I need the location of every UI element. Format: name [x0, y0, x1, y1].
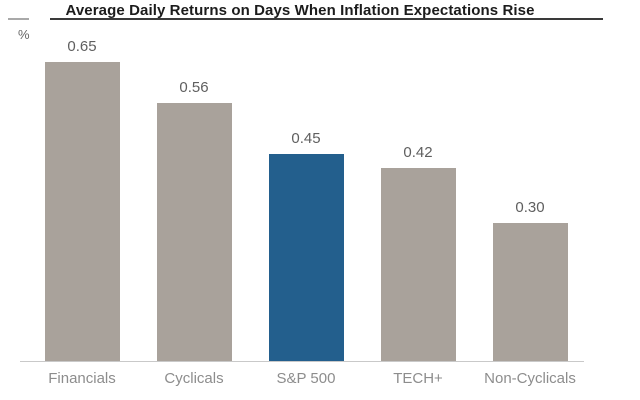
category-label-cyclicals: Cyclicals: [164, 370, 224, 387]
value-label-tech: 0.42: [403, 144, 433, 161]
bar-s-p-500: [268, 154, 344, 362]
bar-non-cyclicals: [492, 223, 568, 362]
category-label-financials: Financials: [48, 370, 116, 387]
top-left-tick: [8, 18, 29, 20]
value-label-cyclicals: 0.56: [179, 79, 209, 96]
title-underline: [50, 18, 603, 20]
bar-cyclicals: [156, 103, 232, 362]
y-axis-unit-label: %: [18, 27, 30, 42]
category-label-tech: TECH+: [393, 370, 443, 387]
category-label-s-p-500: S&P 500: [276, 370, 336, 387]
bar-financials: [44, 62, 120, 362]
value-label-non-cyclicals: 0.30: [515, 199, 545, 216]
value-label-s-p-500: 0.45: [291, 130, 321, 147]
chart-title: Average Daily Returns on Days When Infla…: [65, 2, 535, 19]
value-label-financials: 0.65: [67, 38, 97, 55]
bar-tech: [380, 168, 456, 362]
category-label-non-cyclicals: Non-Cyclicals: [484, 370, 576, 387]
x-axis-line: [20, 361, 584, 362]
